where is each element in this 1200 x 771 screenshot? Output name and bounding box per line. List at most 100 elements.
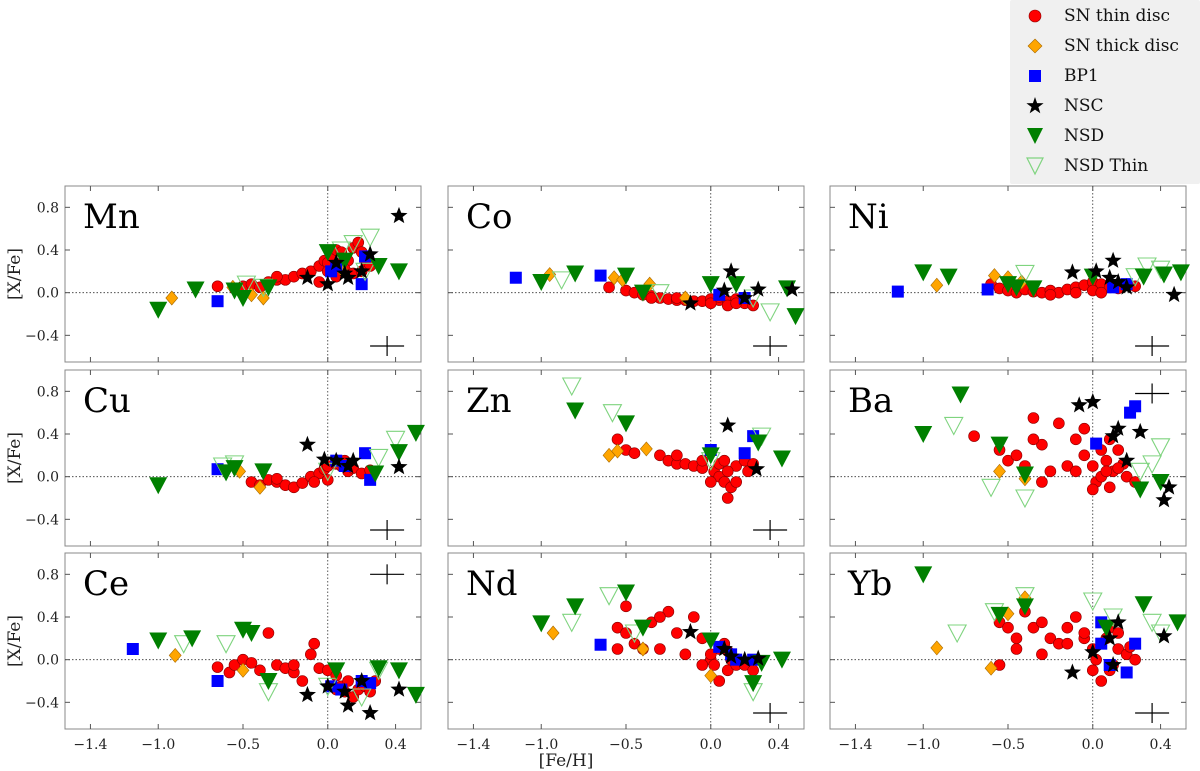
- y-tick-label: 0.4: [37, 610, 59, 626]
- data-point-nsd: [633, 619, 652, 637]
- x-tick-label: 0.0: [700, 737, 722, 753]
- data-point-sn-thin-disc: [245, 657, 258, 669]
- data-point-sn-thin-disc: [1129, 653, 1141, 666]
- data-point-nsc: [327, 451, 345, 468]
- data-point-nsc: [1109, 613, 1127, 630]
- data-point-sn-thin-disc: [1078, 627, 1091, 639]
- data-point-sn-thin-disc: [688, 611, 700, 623]
- data-point-nsc: [722, 262, 740, 279]
- data-point-sn-thin-disc: [1061, 621, 1074, 634]
- data-point-sn-thick-disc: [993, 463, 1006, 479]
- data-point-nsc: [1118, 278, 1136, 295]
- data-point-sn-thin-disc: [654, 643, 666, 655]
- data-point-nsd-thin: [947, 624, 968, 644]
- data-point-sn-thick-disc: [704, 668, 718, 684]
- data-point-nsd-thin: [760, 303, 781, 323]
- data-point-nsc: [1063, 263, 1081, 280]
- data-point-sn-thin-disc: [1036, 438, 1048, 451]
- panel-element-label: Mn: [83, 197, 140, 237]
- data-point-nsc: [361, 704, 379, 721]
- data-point-sn-thin-disc: [211, 280, 224, 293]
- data-point-nsc: [1084, 643, 1102, 660]
- data-point-sn-thin-disc: [1027, 433, 1040, 446]
- legend-item-thin: SN thin disc: [1010, 2, 1200, 30]
- data-point-nsd-thin: [1015, 587, 1035, 606]
- panel-element-label: Co: [466, 197, 512, 237]
- y-tick-label: 0.8: [37, 567, 59, 583]
- data-point-nsc: [749, 649, 767, 666]
- data-point-sn-thin-disc: [1002, 621, 1014, 634]
- x-axis-label: [Fe/H]: [539, 751, 594, 771]
- data-point-sn-thin-disc: [654, 611, 666, 623]
- data-point-nsd-thin: [1137, 257, 1157, 277]
- data-point-nsd: [939, 268, 958, 286]
- data-point-nsd: [369, 660, 388, 678]
- data-point-sn-thin-disc: [1027, 412, 1040, 424]
- panel-yb: −1.4 −1.0 −0.5 0.0 0.4 Yb: [829, 552, 1187, 753]
- data-point-nsd-thin: [385, 430, 406, 450]
- y-tick-label: 0.4: [37, 427, 59, 443]
- y-axis-label: [X/Fe]: [5, 615, 25, 667]
- x-tick-label: −1.0: [141, 737, 175, 753]
- legend-label: SN thin disc: [1064, 6, 1171, 26]
- data-point-sn-thin-disc: [1044, 288, 1057, 301]
- data-point-nsd: [183, 630, 202, 648]
- data-point-sn-thin-disc: [620, 600, 632, 613]
- data-point-nsd: [318, 244, 337, 262]
- data-point-sn-thick-disc: [253, 479, 267, 495]
- data-point-sn-thin-disc: [1086, 460, 1099, 472]
- data-point-nsd-thin: [1142, 455, 1163, 475]
- y-tick-label: −0.4: [25, 695, 59, 711]
- data-point-nsd-thin: [368, 448, 389, 468]
- data-point-nsd: [149, 632, 168, 650]
- data-point-sn-thick-disc: [607, 270, 621, 286]
- data-point-sn-thin-disc: [1100, 465, 1113, 478]
- data-point-nsc: [1101, 629, 1119, 646]
- data-point-sn-thin-disc: [645, 292, 658, 304]
- data-point-nsd: [701, 276, 720, 294]
- data-point-nsd: [225, 460, 244, 478]
- data-point-sn-thick-disc: [930, 277, 944, 293]
- legend-item-nsc: NSC: [1010, 92, 1200, 120]
- data-point-sn-thin-disc: [1061, 460, 1074, 472]
- star-icon: [1026, 97, 1044, 114]
- panel-mn: 0.8 0.4 0.0 −0.4 Mn: [25, 185, 422, 363]
- data-point-sn-thick-disc: [236, 662, 250, 678]
- x-tick-label: 0.0: [1082, 737, 1104, 753]
- x-tick-label: −1.4: [73, 737, 107, 753]
- x-tick-label: −0.5: [609, 737, 643, 753]
- data-point-nsd: [1154, 266, 1173, 284]
- data-point-nsd: [406, 424, 425, 442]
- data-point-nsc: [1104, 656, 1122, 673]
- data-point-nsd-thin: [943, 416, 964, 436]
- data-point-nsd: [566, 598, 585, 616]
- panel-ba: Ba: [829, 369, 1187, 547]
- data-point-bp1: [211, 295, 224, 308]
- data-point-nsd: [186, 281, 205, 299]
- data-point-bp1: [738, 447, 751, 460]
- panel-element-label: Ce: [83, 564, 129, 604]
- circle-icon: [1028, 9, 1042, 23]
- data-point-sn-thin-disc: [1100, 454, 1113, 467]
- data-point-nsd-thin: [624, 624, 645, 644]
- diamond-icon: [1027, 38, 1043, 54]
- panel-element-label: Ni: [848, 197, 889, 237]
- data-point-nsd: [1168, 614, 1187, 632]
- x-tick-label: 0.4: [1149, 737, 1171, 753]
- data-point-nsd-thin: [1130, 462, 1151, 482]
- data-point-nsd: [1007, 279, 1026, 297]
- data-point-nsc: [319, 677, 337, 694]
- data-point-nsd: [259, 673, 278, 690]
- data-point-sn-thin-disc: [1053, 417, 1065, 430]
- y-tick-label: 0.0: [37, 653, 59, 669]
- data-point-sn-thin-disc: [1027, 621, 1040, 634]
- data-point-nsc: [749, 280, 767, 297]
- data-point-nsc: [1155, 491, 1173, 508]
- data-point-sn-thin-disc: [718, 454, 731, 467]
- data-point-nsc: [298, 435, 316, 452]
- data-point-nsc: [390, 680, 408, 697]
- data-point-nsc: [336, 682, 354, 699]
- data-point-nsd-thin: [343, 235, 364, 254]
- data-point-sn-thin-disc: [1120, 470, 1133, 483]
- data-point-nsc: [1063, 663, 1081, 680]
